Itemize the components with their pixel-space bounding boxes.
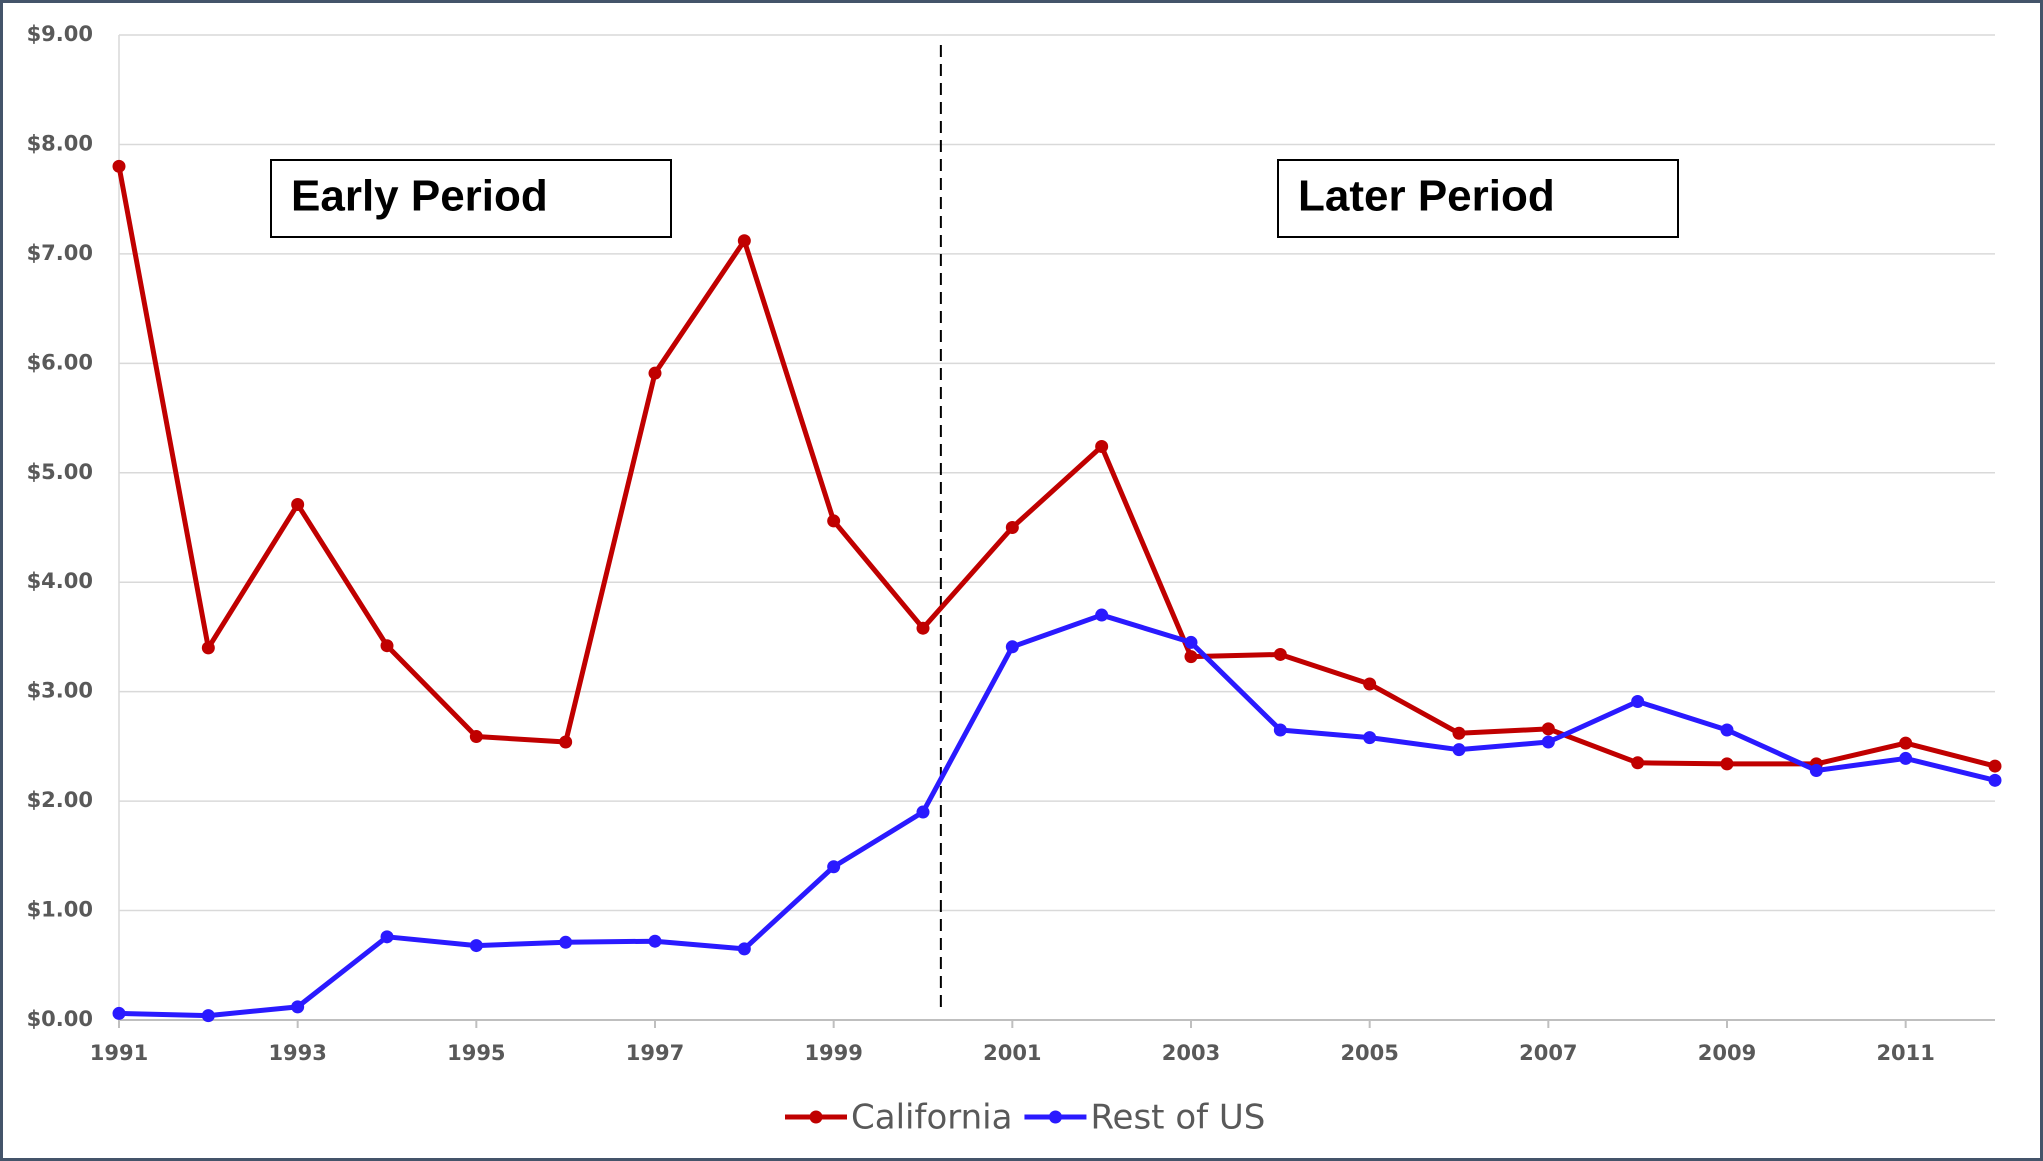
point — [1541, 722, 1555, 736]
point — [291, 1000, 305, 1014]
y-tick-label: $8.00 — [27, 131, 93, 155]
y-tick-label: $2.00 — [27, 788, 93, 812]
y-tick-label: $4.00 — [27, 569, 93, 593]
series-line — [118, 612, 1996, 1019]
point — [1273, 723, 1287, 737]
point — [916, 805, 930, 819]
point — [1184, 635, 1198, 649]
point — [1899, 751, 1913, 765]
point — [1184, 650, 1198, 664]
point — [559, 735, 573, 749]
point — [1095, 608, 1109, 622]
point — [1363, 677, 1377, 691]
point — [1720, 723, 1734, 737]
legend-label: California — [851, 1098, 1012, 1138]
point — [1541, 735, 1555, 749]
x-tick-label: 2007 — [1519, 1041, 1577, 1065]
point — [1095, 440, 1109, 454]
point — [737, 942, 751, 956]
y-tick-label: $7.00 — [27, 241, 93, 265]
y-tick-label: $5.00 — [27, 460, 93, 484]
annotation: Early Period — [291, 172, 548, 221]
x-tick-label: 2001 — [983, 1041, 1041, 1065]
series-line — [116, 165, 1996, 769]
point — [737, 234, 751, 248]
point — [1899, 736, 1913, 750]
x-tick-label: 2011 — [1876, 1041, 1934, 1065]
y-tick-label: $9.00 — [27, 22, 93, 46]
point — [827, 860, 841, 874]
point — [1452, 743, 1466, 757]
point — [469, 939, 483, 953]
point — [1452, 726, 1466, 740]
x-tick-label: 2003 — [1162, 1041, 1220, 1065]
point — [1005, 521, 1019, 534]
x-tick-label: 2005 — [1340, 1041, 1398, 1065]
legend-label: Rest of US — [1090, 1098, 1265, 1138]
point — [1631, 756, 1645, 770]
x-tick-label: 1995 — [447, 1041, 505, 1065]
legend-marker — [1048, 1110, 1062, 1124]
point — [1273, 647, 1287, 661]
annotation: Later Period — [1298, 172, 1555, 221]
annotation-box — [270, 159, 672, 238]
point — [1809, 763, 1823, 777]
point — [916, 621, 930, 635]
point — [559, 935, 573, 949]
x-tick-label: 2009 — [1698, 1041, 1756, 1065]
y-tick-label: $0.00 — [27, 1007, 93, 1031]
point — [1005, 640, 1019, 654]
point — [827, 514, 841, 528]
x-tick-label: 1997 — [626, 1041, 684, 1065]
point — [1720, 757, 1734, 771]
point — [648, 366, 662, 380]
point — [469, 730, 483, 744]
point — [201, 1009, 215, 1023]
x-tick-label: 1999 — [804, 1041, 862, 1065]
legend-marker — [809, 1110, 823, 1124]
point — [201, 641, 215, 655]
point — [380, 639, 394, 653]
point — [112, 159, 126, 173]
point — [648, 934, 662, 948]
y-tick-label: $1.00 — [27, 898, 93, 922]
point — [112, 1006, 126, 1020]
y-tick-label: $6.00 — [27, 350, 93, 374]
point — [380, 930, 394, 944]
point — [1631, 695, 1645, 709]
x-tick-label: 1993 — [268, 1041, 326, 1065]
annotation-box — [1277, 159, 1679, 238]
x-tick-label: 1991 — [90, 1041, 148, 1065]
point — [1988, 759, 2002, 773]
y-tick-label: $3.00 — [27, 679, 93, 703]
point — [1988, 773, 2002, 787]
point — [1363, 731, 1377, 745]
point — [291, 498, 305, 512]
